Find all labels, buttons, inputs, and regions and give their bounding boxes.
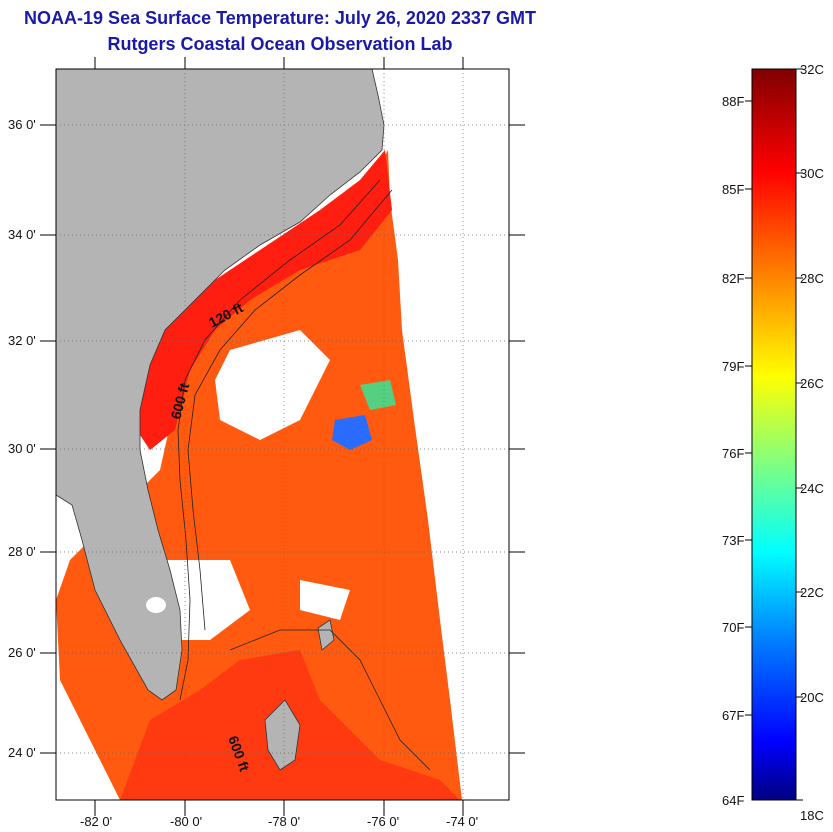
- colorbar-f-label-85: 85F: [722, 182, 744, 197]
- cool-patch: [332, 415, 372, 450]
- lat-label-26: 26 0': [8, 645, 36, 660]
- map-subtitle: Rutgers Coastal Ocean Observation Lab: [107, 34, 453, 54]
- frame-ticks: [40, 57, 525, 816]
- lon-label-78: -78 0': [268, 814, 300, 829]
- colorbar-ticks: [745, 68, 803, 801]
- colorbar-f-label-79: 79F: [722, 359, 744, 374]
- land-bahamas-2: [317, 619, 335, 651]
- lon-label-82: -82 0': [80, 814, 112, 829]
- map-title: NOAA-19 Sea Surface Temperature: July 26…: [24, 8, 536, 28]
- lon-label-80: -80 0': [170, 814, 202, 829]
- colorbar-c-label-18: 18C: [800, 808, 824, 823]
- colorbar-f-label-67: 67F: [722, 708, 744, 723]
- land-bahamas: [264, 699, 301, 771]
- colorbar-c-label-20: 20C: [800, 690, 824, 705]
- lake-okeechobee: [146, 597, 166, 613]
- colorbar-f-label-70: 70F: [722, 620, 744, 635]
- sst-warm-coastal-band: [130, 150, 392, 450]
- lon-label-74: -74 0': [446, 814, 478, 829]
- lat-label-34: 34 0': [8, 227, 36, 242]
- lat-label-28: 28 0': [8, 544, 36, 559]
- colorbar-c-label-26: 26C: [800, 376, 824, 391]
- colorbar-f-label-76: 76F: [722, 446, 744, 461]
- colorbar-c-label-32: 32C: [800, 62, 824, 77]
- lat-label-32: 32 0': [8, 333, 36, 348]
- contour-shelf: [177, 179, 381, 701]
- cool-patch-2: [360, 380, 396, 410]
- lon-label-76: -76 0': [367, 814, 399, 829]
- colorbar-f-label-64: 64F: [722, 793, 744, 808]
- colorbar-f-label-82: 82F: [722, 271, 744, 286]
- colorbar-c-label-22: 22C: [800, 585, 824, 600]
- lat-label-30: 30 0': [8, 441, 36, 456]
- colorbar-f-label-73: 73F: [722, 533, 744, 548]
- lat-label-36: 36 0': [8, 117, 36, 132]
- colorbar-c-label-30: 30C: [800, 166, 824, 181]
- cloud-gap-1: [215, 330, 330, 440]
- land-southeast-us: [56, 69, 385, 701]
- lat-label-24: 24 0': [8, 745, 36, 760]
- cloud-gap-3: [300, 580, 350, 620]
- colorbar-f-label-88: 88F: [722, 94, 744, 109]
- colorbar-c-label-24: 24C: [800, 481, 824, 496]
- colorbar: [751, 68, 797, 801]
- map-border: [55, 68, 510, 801]
- cloud-gap-2: [160, 560, 250, 640]
- colorbar-c-label-28: 28C: [800, 271, 824, 286]
- contour-bahamas: [229, 629, 431, 771]
- contour-slope: [187, 189, 393, 631]
